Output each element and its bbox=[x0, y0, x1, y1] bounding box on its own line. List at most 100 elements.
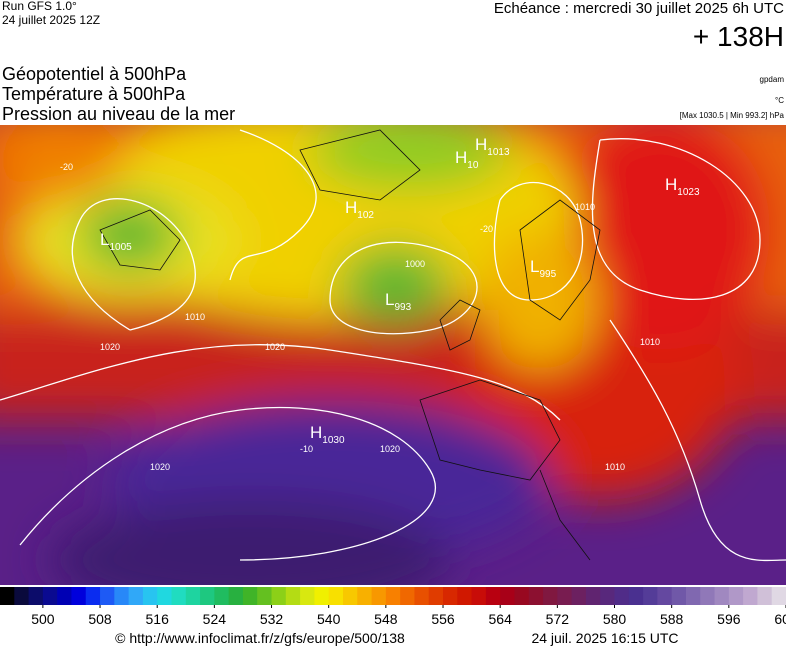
colorbar-swatch bbox=[171, 587, 187, 605]
colorbar-tick-label: 556 bbox=[431, 611, 455, 627]
map bbox=[0, 125, 786, 585]
colorbar-swatch bbox=[42, 587, 58, 605]
colorbar-swatch bbox=[414, 587, 430, 605]
generated-time: 24 juil. 2025 16:15 UTC bbox=[531, 630, 678, 646]
colorbar-swatch bbox=[557, 587, 573, 605]
colorbar-swatch bbox=[728, 587, 744, 605]
colorbar-tick-label: 572 bbox=[546, 611, 570, 627]
colorbar-swatch bbox=[400, 587, 415, 605]
colorbar-swatch bbox=[342, 587, 358, 605]
colorbar-swatch bbox=[142, 587, 158, 605]
contour-label: -20 bbox=[60, 162, 73, 172]
title: Température à 500hPa bbox=[2, 84, 186, 104]
unit-label: gpdam bbox=[760, 75, 785, 84]
contour-label: 1010 bbox=[605, 462, 625, 472]
valid-time: Echéance : mercredi 30 juillet 2025 6h U… bbox=[494, 0, 784, 17]
contour-label: 1020 bbox=[265, 342, 285, 352]
colorbar-tick-label: 500 bbox=[31, 611, 55, 627]
pressure-value: 102 bbox=[357, 210, 374, 221]
colorbar-swatch bbox=[657, 587, 673, 605]
colorbar-swatch bbox=[328, 587, 344, 605]
colorbar-swatch bbox=[71, 587, 87, 605]
colorbar-swatch bbox=[485, 587, 501, 605]
colorbar-swatch bbox=[643, 587, 658, 605]
colorbar-swatch bbox=[671, 587, 687, 605]
pressure-center: H1030 bbox=[310, 423, 345, 446]
colorbar-tick-label: 580 bbox=[603, 611, 627, 627]
colorbar-swatch bbox=[700, 587, 716, 605]
colorbar-swatch bbox=[457, 587, 473, 605]
colorbar-swatch bbox=[271, 587, 287, 605]
pressure-center: L995 bbox=[530, 257, 557, 280]
colorbar-swatch bbox=[157, 587, 172, 605]
colorbar-swatch bbox=[514, 587, 530, 605]
colorbar-swatch bbox=[628, 587, 644, 605]
colorbar: 500 508 516 524 532 540 548 556 564 572 580 588 596 6… bbox=[0, 587, 786, 627]
colorbar-swatch bbox=[257, 587, 273, 605]
colorbar-swatch bbox=[300, 587, 315, 605]
pressure-letter: L bbox=[385, 290, 394, 309]
title: Géopotentiel à 500hPa bbox=[2, 64, 187, 84]
colorbar-swatch bbox=[185, 587, 201, 605]
colorbar-swatch bbox=[285, 587, 301, 605]
colorbar-swatch bbox=[471, 587, 487, 605]
pressure-letter: H bbox=[310, 423, 322, 442]
contour-label: 1020 bbox=[380, 444, 400, 454]
colorbar-swatch bbox=[771, 587, 786, 605]
colorbar-swatch bbox=[57, 587, 72, 605]
isobars bbox=[0, 129, 786, 562]
colorbar-swatch bbox=[585, 587, 601, 605]
source-url[interactable]: © http://www.infoclimat.fr/z/gfs/europe/… bbox=[115, 630, 405, 646]
run-label: Run GFS 1.0° bbox=[2, 0, 77, 13]
pressure-letter: L bbox=[100, 230, 109, 249]
colorbar-swatch bbox=[100, 587, 115, 605]
pressure-value: 993 bbox=[394, 302, 411, 313]
contour-label: -20 bbox=[480, 224, 493, 234]
colorbar-swatch bbox=[200, 587, 215, 605]
lead-time: + 138H bbox=[693, 21, 784, 52]
colorbar-tick-label: 588 bbox=[660, 611, 684, 627]
colorbar-tick-label: 532 bbox=[260, 611, 284, 627]
pressure-value: 995 bbox=[539, 269, 556, 280]
contour-label: 1010 bbox=[640, 337, 660, 347]
colorbar-tick-label: 524 bbox=[203, 611, 227, 627]
colorbar-tick-label: 540 bbox=[317, 611, 341, 627]
colorbar-swatch bbox=[528, 587, 544, 605]
contour-label: 1020 bbox=[100, 342, 120, 352]
colorbar-swatch bbox=[757, 587, 773, 605]
colorbar-swatch bbox=[228, 587, 244, 605]
pressure-value: 1030 bbox=[322, 435, 345, 446]
contour-label: 1010 bbox=[185, 312, 205, 322]
colorbar-tick-label: 516 bbox=[146, 611, 170, 627]
colorbar-swatch bbox=[314, 587, 330, 605]
colorbar-swatch bbox=[357, 587, 373, 605]
colorbar-tick-label: 508 bbox=[88, 611, 112, 627]
unit-label: [Max 1030.5 | Min 993.2] hPa bbox=[680, 111, 785, 120]
pressure-letter: H bbox=[345, 198, 357, 217]
colorbar-swatch bbox=[685, 587, 701, 605]
map-labels: L1005H1013H10H102L993L995H1023H103010201… bbox=[60, 135, 700, 472]
colorbar-swatch bbox=[543, 587, 558, 605]
colorbar-swatch bbox=[371, 587, 387, 605]
coastlines bbox=[99, 129, 601, 561]
colorbar-tick-label: 596 bbox=[717, 611, 741, 627]
pressure-center: H10 bbox=[455, 148, 479, 171]
title: Pression au niveau de la mer bbox=[2, 104, 235, 124]
colorbar-swatch bbox=[14, 587, 30, 605]
colorbar-swatch bbox=[428, 587, 444, 605]
colorbar-swatch bbox=[500, 587, 515, 605]
colorbar-swatch bbox=[600, 587, 616, 605]
pressure-center: H1023 bbox=[665, 175, 700, 198]
unit-label: °C bbox=[775, 96, 784, 105]
pressure-center: H1013 bbox=[475, 135, 510, 158]
colorbar-swatch bbox=[743, 587, 758, 605]
pressure-center: L993 bbox=[385, 290, 412, 313]
colorbar-swatch bbox=[385, 587, 401, 605]
pressure-center: L1005 bbox=[100, 230, 132, 253]
colorbar-swatch bbox=[28, 587, 44, 605]
field bbox=[0, 125, 786, 585]
pressure-letter: L bbox=[530, 257, 539, 276]
colorbar-swatch bbox=[85, 587, 101, 605]
colorbar-swatch bbox=[714, 587, 730, 605]
